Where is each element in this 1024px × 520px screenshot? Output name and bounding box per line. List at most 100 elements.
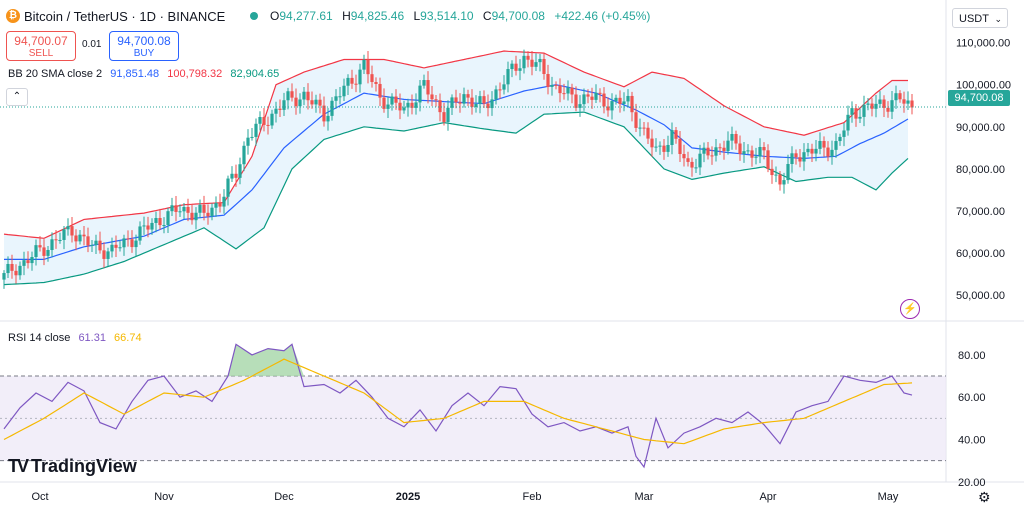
candle-body [710,155,714,157]
candle-body [766,150,770,169]
candle-body [550,84,554,87]
rsi-ma-line [3,358,913,445]
candle-body [454,97,458,103]
bb-lower-line [3,111,909,286]
candle-body [78,234,82,242]
chevron-up-icon: ⌃ [12,91,22,102]
candle-body [634,112,638,128]
candle-body [110,244,114,252]
candle-body [718,147,722,149]
rsi-legend[interactable]: RSI 14 close 61.31 66.74 [8,332,147,344]
candle-body [606,106,610,111]
time-tick-label: Mar [635,491,654,503]
bb-upper-line [3,50,908,239]
candle-body [526,55,530,60]
candle-body [270,113,274,126]
candle-body [702,147,706,154]
candle-body [306,91,310,101]
candle-body [238,164,242,178]
candle-body [546,74,550,87]
candle-body [414,102,418,108]
candle-body [90,244,94,246]
candle-body [154,217,158,223]
candle-body [474,104,478,108]
collapse-legend-button[interactable]: ⌃ [6,88,28,106]
price-tick-label: 60,000.00 [956,248,1005,260]
candle-body [354,83,358,85]
candle-body [490,99,494,109]
candle-body [674,130,678,139]
rsi-band-fill [0,376,946,461]
sell-button[interactable]: 94,700.07 SELL [6,31,76,61]
candle-body [322,105,326,122]
candle-body [754,156,758,158]
candle-body [34,245,38,258]
candle-body [850,108,854,115]
candle-body [498,89,502,91]
candle-body [62,229,66,240]
candle-body [102,250,106,259]
candle-body [26,260,30,264]
candle-body [522,55,526,69]
candle-body [318,99,322,106]
candle-body [258,117,262,124]
candle-body [282,100,286,110]
candle-body [758,146,762,157]
bitcoin-icon: ₿ [6,9,20,23]
close-key: C [482,9,492,23]
candle-body [22,260,26,266]
bolt-icon[interactable]: ⚡ [900,299,920,319]
rsi-name: RSI 14 close [8,332,71,344]
candle-body [98,240,102,251]
price-tick-label: 50,000.00 [956,290,1005,302]
candle-body [66,226,70,230]
currency-select[interactable]: USDT ⌄ [952,8,1008,28]
candle-body [326,115,330,122]
buy-button[interactable]: 94,700.08 BUY [109,31,179,61]
candle-body [686,158,690,162]
candle-body [890,100,894,112]
candle-body [390,96,394,105]
candle-body [782,180,786,185]
rsi-ma-value: 66.74 [114,332,142,344]
symbol-title[interactable]: Bitcoin / TetherUS · 1D · BINANCE [24,9,226,24]
candle-body [626,95,630,102]
current-price-label: 94,700.08 [948,90,1010,106]
candle-body [406,102,410,108]
candle-body [794,153,798,158]
candle-body [194,212,198,221]
candle-body [430,94,434,100]
candle-body [470,97,474,108]
candle-body [662,145,666,152]
settings-icon[interactable]: ⚙ [978,489,991,505]
chevron-down-icon: ⌄ [994,14,1002,24]
candle-body [106,251,110,259]
candle-body [434,99,438,101]
candle-body [858,116,862,119]
candle-body [802,152,806,162]
candle-body [234,173,238,178]
candle-body [426,80,430,95]
candle-body [738,143,742,154]
candle-body [334,96,338,101]
candle-body [586,94,590,97]
candle-body [542,58,546,75]
candle-body [46,250,50,256]
candle-body [854,108,858,119]
candle-body [10,263,14,271]
candle-body [658,145,662,147]
candle-body [226,178,230,197]
bb-legend[interactable]: BB 20 SMA close 2 91,851.48 100,798.32 8… [8,68,284,80]
time-tick-label: Dec [274,491,294,503]
time-tick-label: Feb [523,491,542,503]
buy-label: BUY [133,48,155,59]
candle-body [162,225,166,227]
candle-body [86,236,90,246]
candle-body [50,239,54,251]
candle-body [818,140,822,149]
time-tick-label: 2025 [396,491,420,503]
tradingview-logo[interactable]: TV TradingView [8,456,137,477]
candle-body [418,85,422,103]
candle-body [38,245,42,248]
